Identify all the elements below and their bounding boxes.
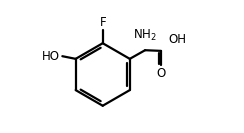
Text: OH: OH — [168, 33, 186, 46]
Text: F: F — [99, 16, 106, 29]
Text: HO: HO — [42, 50, 60, 63]
Text: O: O — [156, 66, 166, 80]
Text: NH$_2$: NH$_2$ — [133, 28, 157, 43]
